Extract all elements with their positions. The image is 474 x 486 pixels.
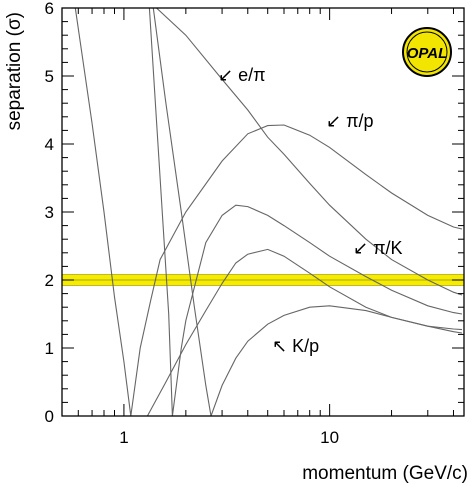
- reference-band-layer: [61, 274, 465, 286]
- curve-labels-layer: ↙ e/π ↙ π/p ↙ π/K ↖ K/p: [218, 65, 403, 356]
- curve-label-K-p: ↖ K/p: [272, 336, 319, 356]
- opal-logo-text: OPAL: [407, 45, 448, 62]
- opal-logo-disc: [402, 27, 452, 77]
- curve-pi-K: [148, 8, 463, 416]
- curve-pi-p: [74, 8, 463, 416]
- y-tick-label: 2: [45, 271, 54, 290]
- y-tick-label: 3: [45, 203, 54, 222]
- curve-e-pi: [156, 8, 463, 296]
- y-axis-title: separation (σ): [4, 12, 25, 130]
- y-tick-label: 0: [45, 407, 54, 426]
- curves-layer: [74, 8, 463, 416]
- opal-logo-inner-ring: [406, 31, 448, 73]
- ticks-layer: 0 1 2 3 4 5 6 1 10: [45, 0, 464, 447]
- y-tick-label: 4: [45, 135, 54, 154]
- curve-unlabeled-4: [146, 248, 463, 416]
- y-tick-label: 6: [45, 0, 54, 18]
- x-tick-label: 1: [119, 428, 128, 447]
- opal-logo: OPAL: [402, 27, 452, 77]
- y-tick-label: 5: [45, 67, 54, 86]
- curve-label-pi-p: ↙ π/p: [326, 111, 374, 131]
- curve-label-pi-K: ↙ π/K: [353, 238, 403, 258]
- curve-label-e-pi: ↙ e/π: [218, 65, 266, 85]
- y-tick-label: 1: [45, 339, 54, 358]
- x-tick-label: 10: [320, 428, 339, 447]
- x-axis-title: momentum (GeV/c): [302, 463, 468, 484]
